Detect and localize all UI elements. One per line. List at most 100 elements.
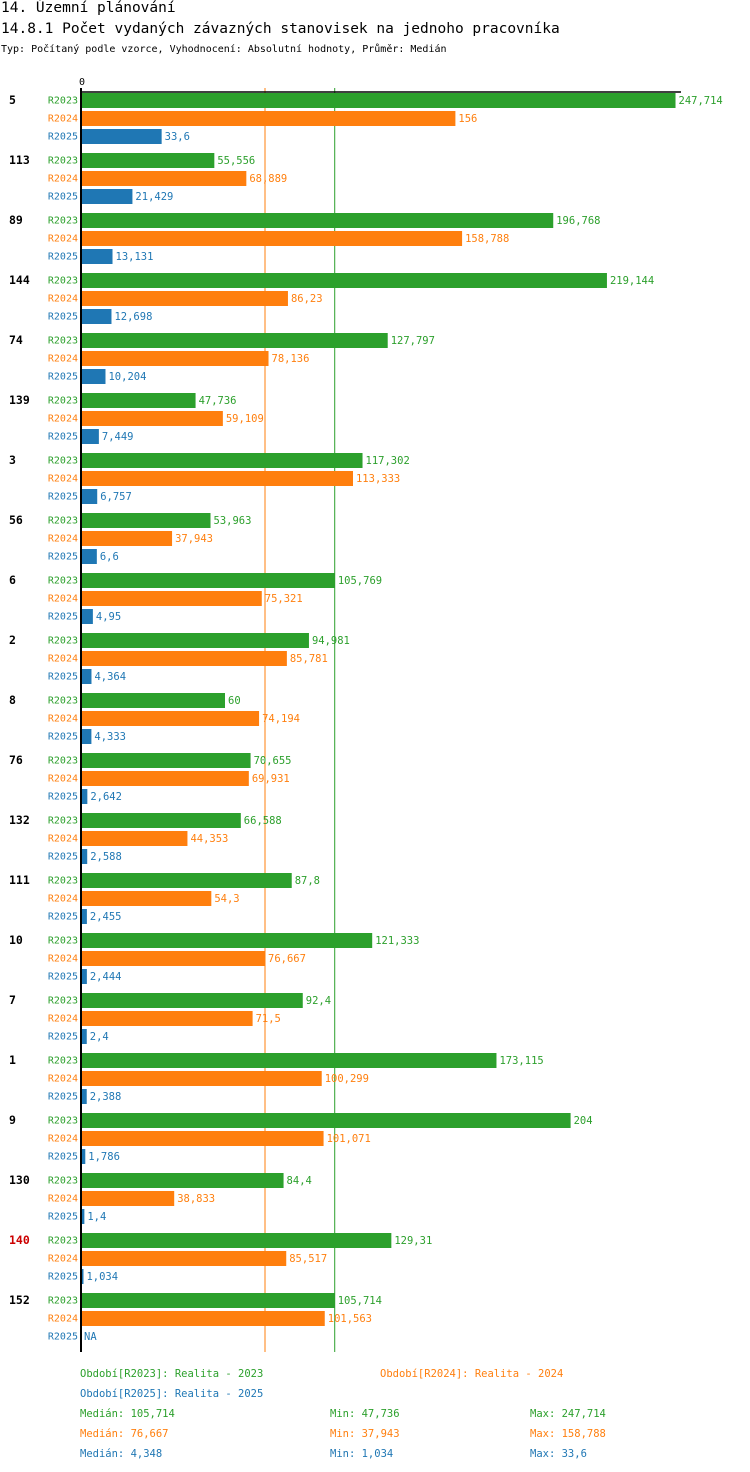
category-label: 152 — [9, 1293, 30, 1307]
series-label: R2025 — [48, 912, 78, 923]
series-label: R2025 — [48, 1212, 78, 1223]
series-label: R2023 — [48, 1116, 78, 1127]
series-label: R2023 — [48, 216, 78, 227]
data-label: 173,115 — [499, 1055, 543, 1067]
data-label: 21,429 — [135, 191, 173, 203]
series-label: R2025 — [48, 1332, 78, 1343]
data-label: 129,31 — [394, 1235, 432, 1247]
bar-r2025-2 — [81, 669, 92, 684]
series-label: R2024 — [48, 834, 78, 845]
data-label: 105,714 — [338, 1295, 382, 1307]
data-label: 4,364 — [94, 671, 126, 683]
data-label: 101,563 — [328, 1313, 372, 1325]
section-title: 14. Územní plánování — [1, 0, 176, 16]
data-label: 53,963 — [214, 515, 252, 527]
bar-r2023-74 — [81, 333, 388, 348]
bar-r2025-76 — [81, 789, 88, 804]
stat-r2023-max: Max: 247,714 — [530, 1408, 606, 1420]
bar-r2024-56 — [81, 531, 173, 546]
data-label: 1,4 — [87, 1211, 106, 1223]
series-label: R2025 — [48, 1152, 78, 1163]
data-label: 247,714 — [679, 95, 723, 107]
series-label: R2023 — [48, 576, 78, 587]
series-label: R2025 — [48, 1092, 78, 1103]
data-label: 196,768 — [556, 215, 600, 227]
bar-r2023-56 — [81, 513, 211, 528]
bar-r2024-132 — [81, 831, 188, 846]
data-label: 55,556 — [217, 155, 255, 167]
chart-subtitle: Typ: Počítaný podle vzorce, Vyhodnocení:… — [1, 44, 447, 55]
data-label: 74,194 — [262, 713, 300, 725]
data-label: 66,588 — [244, 815, 282, 827]
bar-r2023-10 — [81, 933, 373, 948]
category-label: 113 — [9, 153, 30, 167]
bar-r2025-139 — [81, 429, 99, 444]
bar-r2024-5 — [81, 111, 456, 126]
series-label: R2024 — [48, 354, 78, 365]
series-label: R2024 — [48, 114, 78, 125]
series-label: R2025 — [48, 852, 78, 863]
category-label: 144 — [9, 273, 30, 287]
series-label: R2025 — [48, 972, 78, 983]
bar-r2024-1 — [81, 1071, 322, 1086]
stat-r2025-max: Max: 33,6 — [530, 1448, 587, 1460]
stat-r2023-median: Medián: 105,714 — [80, 1408, 175, 1420]
series-label: R2023 — [48, 996, 78, 1007]
category-label: 1 — [9, 1053, 16, 1067]
stat-r2024-max: Max: 158,788 — [530, 1428, 606, 1440]
series-label: R2023 — [48, 156, 78, 167]
series-label: R2025 — [48, 492, 78, 503]
series-label: R2024 — [48, 1194, 78, 1205]
series-label: R2025 — [48, 1272, 78, 1283]
bar-r2024-144 — [81, 291, 288, 306]
bar-r2024-9 — [81, 1131, 324, 1146]
data-label: 38,833 — [177, 1193, 215, 1205]
series-label: R2024 — [48, 414, 78, 425]
bar-r2024-111 — [81, 891, 212, 906]
series-label: R2025 — [48, 372, 78, 383]
bar-r2023-9 — [81, 1113, 571, 1128]
data-label: 92,4 — [306, 995, 331, 1007]
category-label: 5 — [9, 93, 16, 107]
series-label: R2024 — [48, 1134, 78, 1145]
legend-r2023: Období[R2023]: Realita - 2023 — [80, 1368, 264, 1380]
series-label: R2024 — [48, 474, 78, 485]
data-label: 101,071 — [327, 1133, 371, 1145]
series-label: R2023 — [48, 456, 78, 467]
bar-r2024-89 — [81, 231, 463, 246]
series-label: R2023 — [48, 1056, 78, 1067]
series-label: R2024 — [48, 594, 78, 605]
series-label: R2023 — [48, 336, 78, 347]
category-label: 132 — [9, 813, 30, 827]
data-label: 85,781 — [290, 653, 328, 665]
bar-r2023-89 — [81, 213, 554, 228]
bar-r2024-74 — [81, 351, 269, 366]
series-label: R2023 — [48, 636, 78, 647]
data-label: 100,299 — [325, 1073, 369, 1085]
stat-r2024-median: Medián: 76,667 — [80, 1428, 169, 1440]
data-label: 1,786 — [88, 1151, 120, 1163]
series-label: R2024 — [48, 234, 78, 245]
bar-r2024-139 — [81, 411, 223, 426]
bar-r2025-74 — [81, 369, 106, 384]
data-label: 2,455 — [90, 911, 122, 923]
series-label: R2023 — [48, 1236, 78, 1247]
bar-r2023-2 — [81, 633, 309, 648]
data-label: 156 — [458, 113, 477, 125]
series-label: R2025 — [48, 192, 78, 203]
bar-r2024-8 — [81, 711, 260, 726]
bar-r2025-10 — [81, 969, 87, 984]
data-label: 13,131 — [116, 251, 154, 263]
series-label: R2024 — [48, 1074, 78, 1085]
data-label: 117,302 — [366, 455, 410, 467]
bar-r2023-152 — [81, 1293, 335, 1308]
bar-r2023-3 — [81, 453, 363, 468]
bar-r2025-89 — [81, 249, 113, 264]
category-label: 140 — [9, 1233, 30, 1247]
category-label: 89 — [9, 213, 23, 227]
series-label: R2025 — [48, 612, 78, 623]
series-label: R2025 — [48, 672, 78, 683]
series-label: R2024 — [48, 774, 78, 785]
bar-r2023-5 — [81, 93, 676, 108]
bar-r2025-113 — [81, 189, 133, 204]
